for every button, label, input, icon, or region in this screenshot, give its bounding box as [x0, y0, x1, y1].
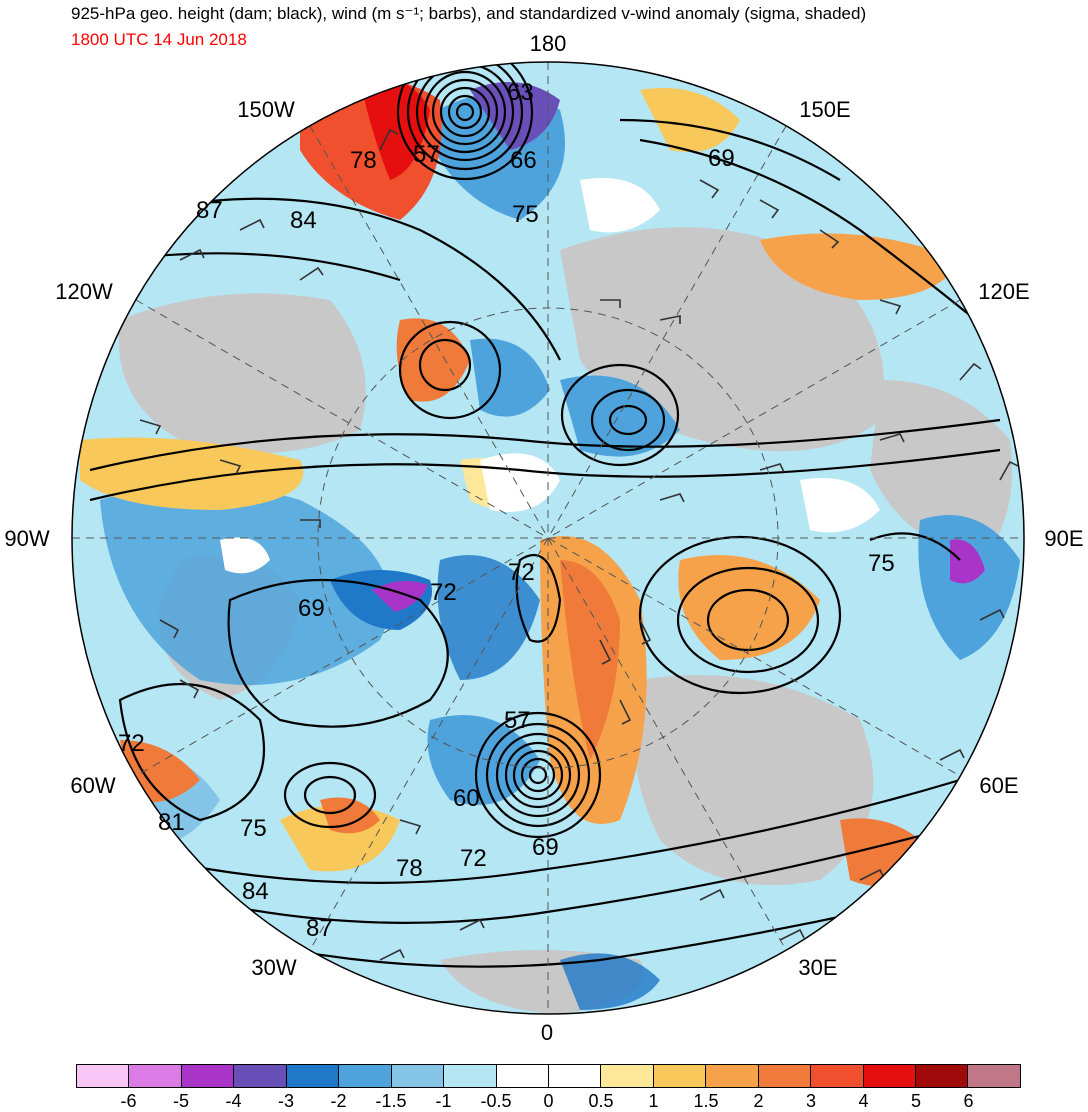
lon-label-180: 180: [529, 31, 567, 56]
svg-text:66: 66: [510, 147, 537, 174]
valid-time: 1800 UTC 14 Jun 2018: [71, 30, 247, 49]
svg-text:75: 75: [240, 815, 267, 842]
svg-text:69: 69: [532, 834, 559, 861]
svg-text:75: 75: [868, 550, 895, 577]
colorbar-tick-label: 3: [805, 1091, 817, 1111]
svg-text:72: 72: [118, 730, 145, 757]
svg-text:57: 57: [413, 141, 440, 168]
map-disk: [72, 62, 1024, 1014]
graticule: [72, 62, 1024, 1014]
colorbar-swatch: [653, 1065, 707, 1087]
colorbar-tick-label: 0.5: [588, 1091, 614, 1111]
lon-label-120e: 120E: [978, 279, 1030, 304]
colorbar-tick-label: -0.5: [480, 1091, 512, 1111]
colorbar-swatch: [548, 1065, 602, 1087]
svg-text:60: 60: [453, 785, 480, 812]
colorbar-tick-label: 4: [858, 1091, 869, 1111]
figure-title: 925-hPa geo. height (dam; black), wind (…: [71, 4, 867, 23]
svg-text:78: 78: [396, 855, 423, 882]
svg-text:84: 84: [242, 878, 269, 905]
contour-labels: 63 57 78 66 69 87 84 75 72 69 72 75 72 5…: [118, 79, 895, 942]
lon-label-60e: 60E: [979, 773, 1019, 798]
neutral-patches: [220, 178, 880, 574]
lon-label-150e: 150E: [799, 97, 851, 122]
lon-label-90w: 90W: [4, 526, 50, 551]
colorbar-swatch: [234, 1065, 287, 1087]
svg-text:75: 75: [512, 201, 539, 228]
colorbar-tick-label: -3: [277, 1091, 295, 1111]
svg-text:84: 84: [290, 207, 317, 234]
lon-label-30e: 30E: [798, 955, 838, 980]
colorbar-swatch: [77, 1065, 130, 1087]
colorbar-swatch: [391, 1065, 445, 1087]
colorbar-swatch: [811, 1065, 864, 1087]
svg-text:69: 69: [298, 595, 325, 622]
svg-text:72: 72: [430, 579, 457, 606]
colorbar-swatch: [181, 1065, 235, 1087]
colorbar-swatch: [339, 1065, 392, 1087]
lon-label-30w: 30W: [251, 955, 297, 980]
lon-label-150w: 150W: [237, 97, 295, 122]
colorbar-swatch: [444, 1065, 497, 1087]
svg-text:87: 87: [306, 915, 333, 942]
positive-anomaly-shading: [80, 77, 960, 887]
colorbar-tick-label: 1: [648, 1091, 659, 1111]
svg-text:63: 63: [507, 79, 534, 106]
polar-map: 63 57 78 66 69 87 84 75 72 69 72 75 72 5…: [71, 61, 1025, 1015]
colorbar-tick-label: 0: [543, 1091, 554, 1111]
colorbar-tick-label: 1.5: [693, 1091, 719, 1111]
lon-label-120w: 120W: [55, 279, 113, 304]
colorbar-swatch: [129, 1065, 182, 1087]
colorbar-swatch: [286, 1065, 340, 1087]
colorbar-swatch: [863, 1065, 916, 1087]
colorbar-tick-label: 6: [963, 1091, 974, 1111]
colorbar-swatch: [758, 1065, 812, 1087]
lon-label-0: 0: [540, 1020, 554, 1045]
colorbar-tick-label: -2: [330, 1091, 347, 1111]
colorbar-swatch: [706, 1065, 759, 1087]
colorbar-swatch: [968, 1065, 1020, 1087]
colorbar-tick-label: -6: [120, 1091, 137, 1111]
lon-label-60w: 60W: [70, 773, 116, 798]
svg-text:57: 57: [504, 707, 531, 734]
colorbar-tick-label: -1.5: [375, 1091, 407, 1111]
svg-text:87: 87: [196, 197, 223, 224]
colorbar-tick-label: -1: [435, 1091, 452, 1111]
colorbar-swatch: [916, 1065, 969, 1087]
colorbar-swatch: [496, 1065, 549, 1087]
svg-text:72: 72: [460, 845, 487, 872]
colorbar-tick-label: 5: [910, 1091, 922, 1111]
colorbar-tick-label: -5: [172, 1091, 190, 1111]
svg-text:69: 69: [708, 145, 735, 172]
svg-text:72: 72: [508, 559, 535, 586]
svg-text:81: 81: [158, 809, 185, 836]
height-contours: [89, 62, 1001, 968]
colorbar-swatch: [601, 1065, 654, 1087]
colorbar-tick-labels: -6 -5 -4 -3 -2 -1.5 -1 -0.5 0 0.5 1 1.5 2 3 4 5 6: [76, 1088, 1021, 1112]
colorbar-tick-label: -4: [225, 1091, 242, 1111]
svg-text:78: 78: [350, 147, 377, 174]
lon-label-90e: 90E: [1044, 526, 1084, 551]
map-boundary: [71, 61, 1025, 1015]
colorbar: [76, 1064, 1021, 1088]
colorbar-tick-label: 2: [753, 1091, 764, 1111]
